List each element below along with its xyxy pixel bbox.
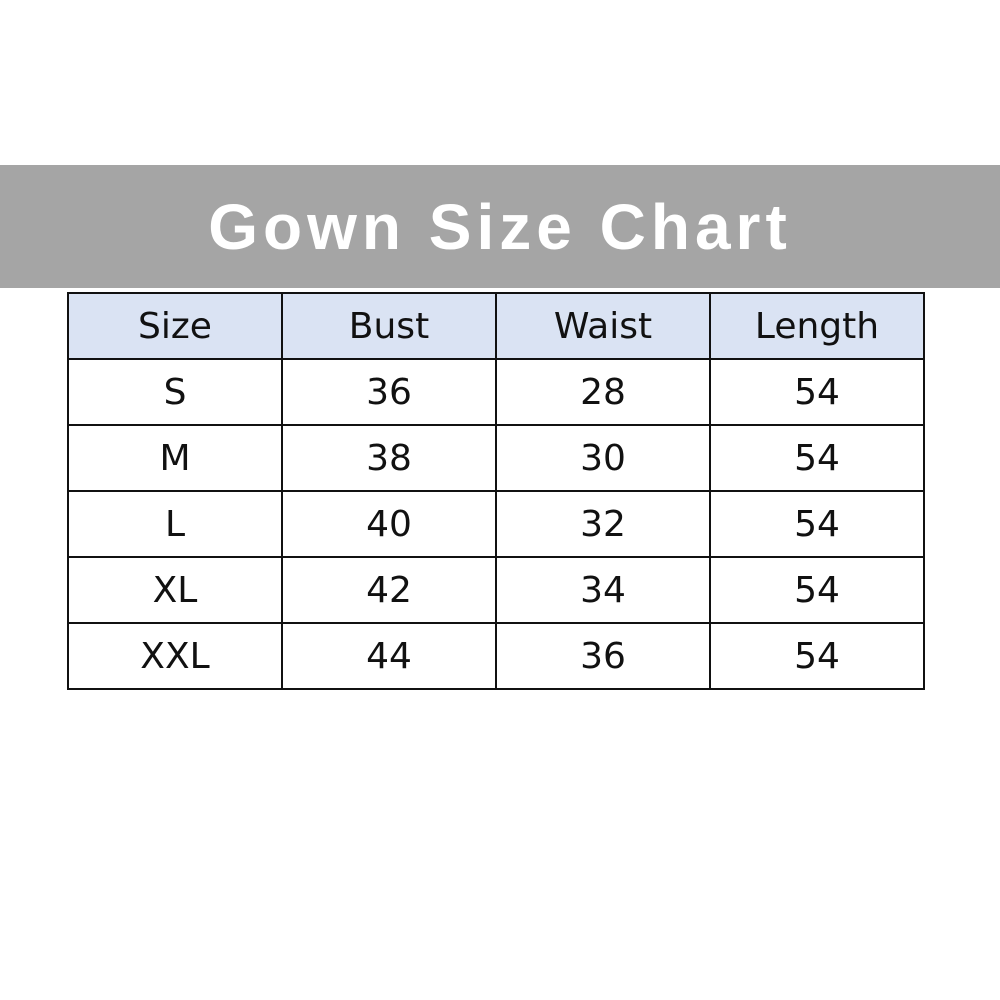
table-row: M 38 30 54 bbox=[67, 424, 925, 492]
cell-length: 54 bbox=[709, 490, 925, 558]
cell-length: 54 bbox=[709, 424, 925, 492]
header-bust: Bust bbox=[281, 292, 497, 360]
cell-size: M bbox=[67, 424, 283, 492]
cell-length: 54 bbox=[709, 622, 925, 690]
header-length: Length bbox=[709, 292, 925, 360]
cell-size: XL bbox=[67, 556, 283, 624]
size-table: Size Bust Waist Length S 36 28 54 M 38 3… bbox=[67, 292, 925, 690]
table-row: XL 42 34 54 bbox=[67, 556, 925, 624]
cell-waist: 34 bbox=[495, 556, 711, 624]
header-waist: Waist bbox=[495, 292, 711, 360]
cell-size: S bbox=[67, 358, 283, 426]
cell-size: L bbox=[67, 490, 283, 558]
cell-length: 54 bbox=[709, 358, 925, 426]
cell-bust: 38 bbox=[281, 424, 497, 492]
page-title: Gown Size Chart bbox=[208, 190, 792, 263]
cell-length: 54 bbox=[709, 556, 925, 624]
table-row: L 40 32 54 bbox=[67, 490, 925, 558]
cell-waist: 32 bbox=[495, 490, 711, 558]
cell-bust: 40 bbox=[281, 490, 497, 558]
table-header-row: Size Bust Waist Length bbox=[67, 292, 925, 360]
cell-bust: 42 bbox=[281, 556, 497, 624]
cell-bust: 36 bbox=[281, 358, 497, 426]
table-row: XXL 44 36 54 bbox=[67, 622, 925, 690]
cell-waist: 28 bbox=[495, 358, 711, 426]
cell-waist: 36 bbox=[495, 622, 711, 690]
table-row: S 36 28 54 bbox=[67, 358, 925, 426]
header-size: Size bbox=[67, 292, 283, 360]
title-banner: Gown Size Chart bbox=[0, 165, 1000, 288]
cell-size: XXL bbox=[67, 622, 283, 690]
cell-bust: 44 bbox=[281, 622, 497, 690]
cell-waist: 30 bbox=[495, 424, 711, 492]
